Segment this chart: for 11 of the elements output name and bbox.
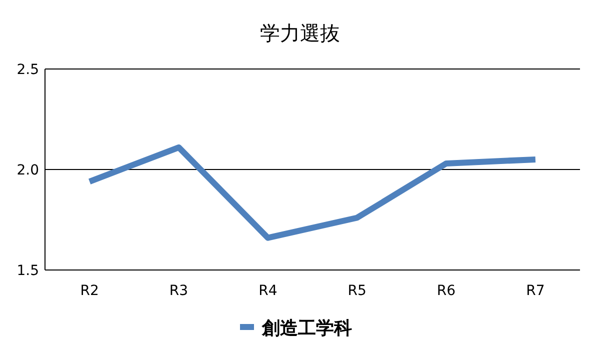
y-tick-label: 2.5 <box>16 62 39 78</box>
y-tick-label: 1.5 <box>16 263 39 279</box>
y-tick-label: 2.0 <box>16 162 39 178</box>
x-tick-label: R4 <box>258 283 278 299</box>
x-tick-label: R7 <box>526 283 545 299</box>
x-tick-label: R3 <box>169 283 188 299</box>
x-tick-label: R6 <box>436 283 456 299</box>
x-tick-label: R2 <box>80 283 99 299</box>
chart-title: 学力選抜 <box>260 21 340 45</box>
x-tick-label: R5 <box>348 283 366 299</box>
legend-label: 創造工学科 <box>261 318 352 339</box>
